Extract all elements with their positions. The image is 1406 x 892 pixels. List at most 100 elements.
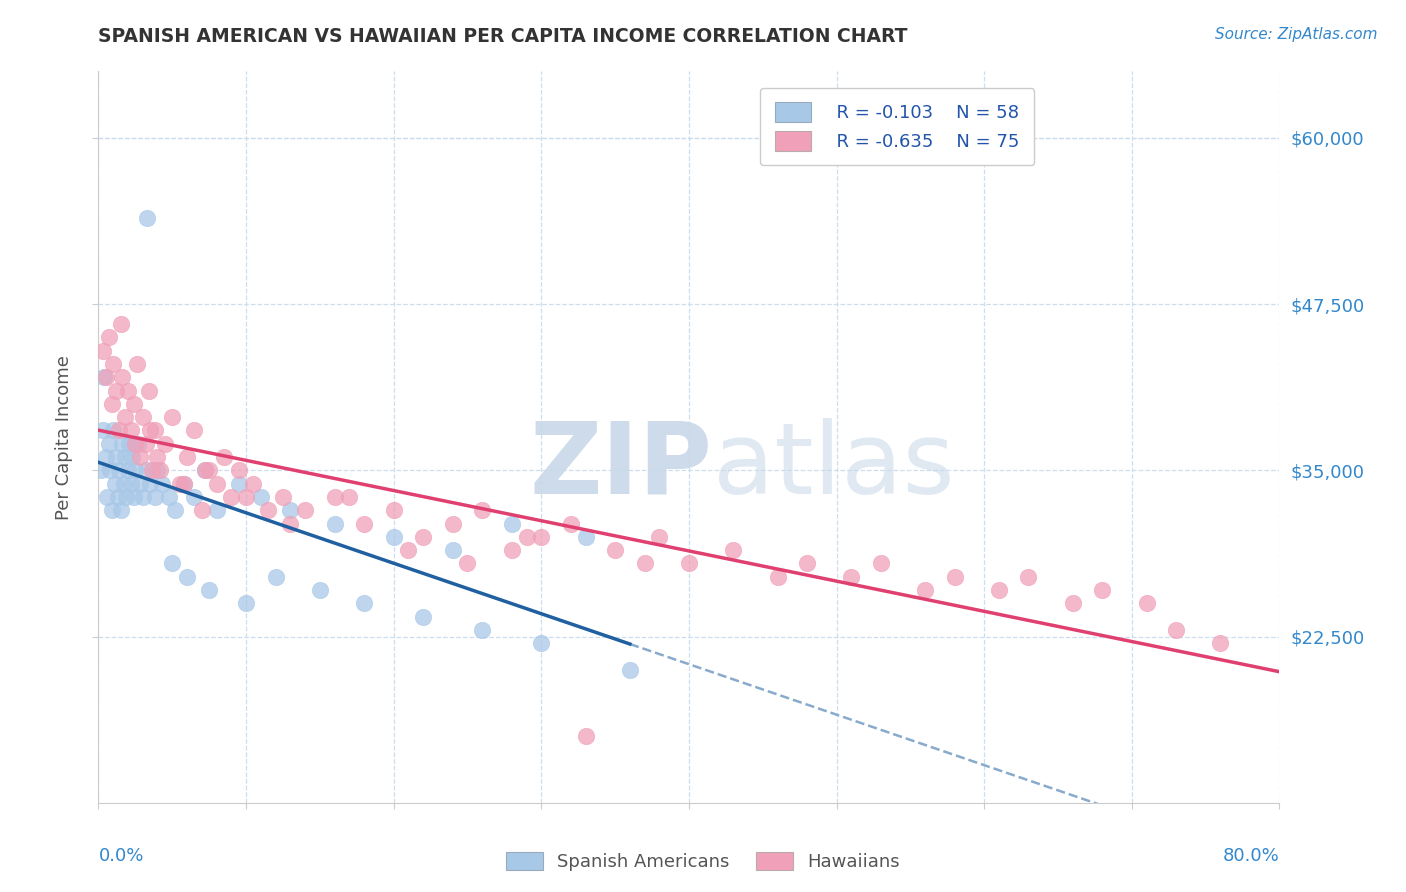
Point (574, 729, 596, 743)
Point (353, 596, 375, 610)
Point (143, 424, 166, 438)
Point (98, 463, 121, 477)
Point (103, 424, 125, 438)
Point (120, 424, 142, 438)
Point (1164, 623, 1187, 637)
Point (139, 424, 162, 438)
Point (94, 370, 117, 384)
Point (235, 490, 257, 504)
Point (471, 503, 494, 517)
Point (471, 623, 494, 637)
Point (396, 543, 419, 558)
Point (124, 436, 146, 450)
Point (114, 450, 136, 464)
Point (100, 503, 122, 517)
Point (250, 490, 273, 504)
Point (136, 211, 159, 225)
Point (382, 530, 405, 544)
Point (132, 490, 155, 504)
Point (110, 503, 132, 517)
Point (530, 636, 553, 650)
Point (605, 543, 627, 558)
Point (139, 476, 162, 491)
Point (633, 557, 655, 571)
Point (648, 530, 671, 544)
Point (382, 503, 405, 517)
Point (162, 410, 183, 425)
Point (678, 557, 700, 571)
Point (117, 463, 139, 477)
Point (191, 503, 214, 517)
Point (173, 476, 195, 491)
Point (105, 384, 128, 398)
Point (135, 463, 157, 477)
Point (94, 450, 117, 464)
Point (91, 343, 114, 358)
Point (1135, 596, 1157, 610)
Point (1091, 582, 1114, 597)
Point (128, 450, 150, 464)
Point (149, 463, 172, 477)
Point (117, 384, 139, 398)
Point (141, 463, 163, 477)
Text: 80.0%: 80.0% (1223, 847, 1279, 864)
Point (97, 330, 120, 344)
Point (114, 410, 136, 425)
Point (353, 516, 375, 531)
Point (278, 503, 302, 517)
Legend:   R = -0.103    N = 58,   R = -0.635    N = 75: R = -0.103 N = 58, R = -0.635 N = 75 (761, 87, 1035, 165)
Point (183, 490, 205, 504)
Point (943, 570, 966, 584)
Point (257, 503, 280, 517)
Point (339, 490, 360, 504)
Point (127, 436, 149, 450)
Point (1062, 596, 1084, 610)
Y-axis label: Per Capita Income: Per Capita Income (55, 355, 73, 519)
Point (128, 476, 150, 491)
Point (1017, 570, 1039, 584)
Point (183, 424, 205, 438)
Text: ZIP: ZIP (530, 417, 713, 515)
Point (162, 557, 183, 571)
Point (574, 530, 596, 544)
Point (841, 570, 863, 584)
Point (135, 436, 157, 450)
Point (914, 582, 936, 597)
Point (115, 490, 138, 504)
Point (97, 436, 120, 450)
Point (456, 557, 478, 571)
Point (112, 476, 135, 491)
Point (146, 450, 169, 464)
Legend: Spanish Americans, Hawaiians: Spanish Americans, Hawaiians (499, 845, 907, 879)
Point (278, 516, 302, 531)
Point (176, 450, 198, 464)
Point (323, 490, 346, 504)
Point (110, 317, 132, 331)
Point (309, 582, 332, 597)
Point (90, 463, 112, 477)
Point (108, 424, 131, 438)
Point (796, 557, 818, 571)
Point (107, 490, 129, 504)
Point (242, 476, 264, 491)
Text: Source: ZipAtlas.com: Source: ZipAtlas.com (1215, 27, 1378, 42)
Point (105, 450, 128, 464)
Point (91, 424, 114, 438)
Text: atlas: atlas (713, 417, 955, 515)
Point (205, 476, 228, 491)
Point (121, 450, 143, 464)
Point (173, 476, 195, 491)
Point (103, 357, 125, 371)
Point (235, 596, 257, 610)
Point (271, 490, 294, 504)
Point (176, 570, 198, 584)
Point (198, 582, 221, 597)
Point (294, 503, 316, 517)
Point (501, 516, 523, 531)
Point (501, 543, 523, 558)
Point (143, 490, 166, 504)
Point (104, 476, 127, 491)
Point (198, 463, 221, 477)
Point (441, 543, 464, 558)
Point (165, 503, 187, 517)
